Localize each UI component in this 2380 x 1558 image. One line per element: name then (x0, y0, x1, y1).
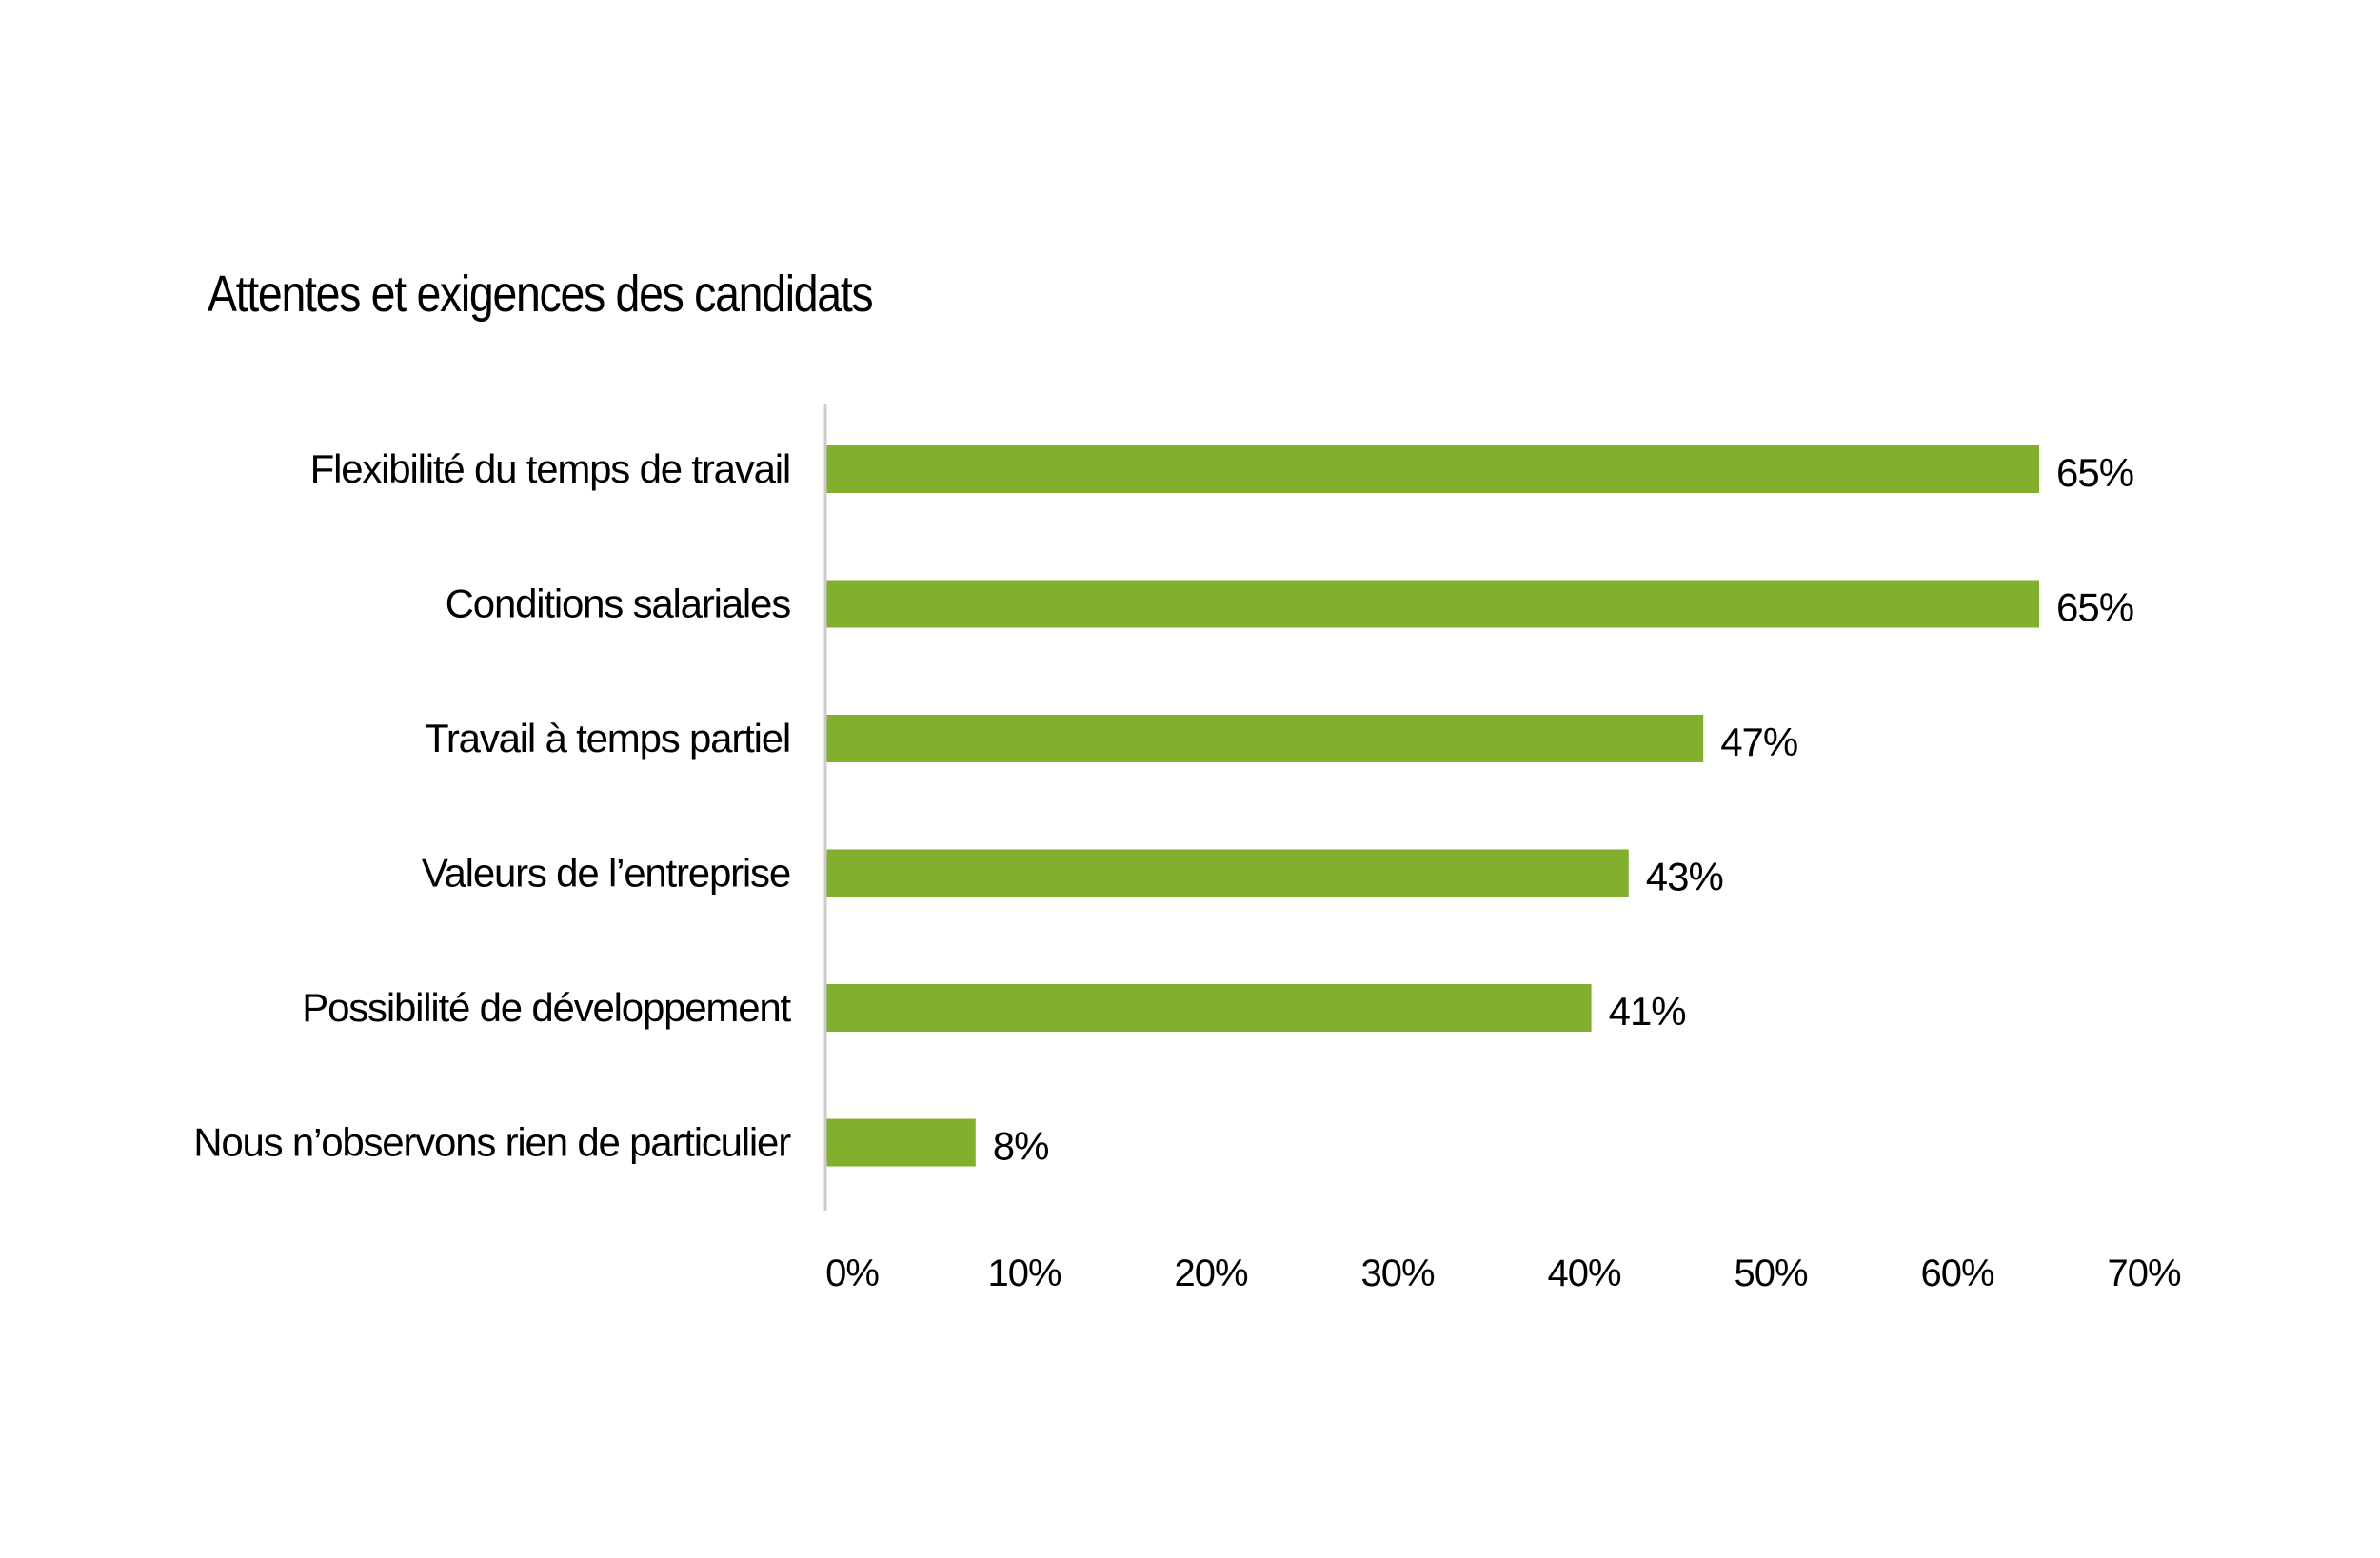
category-label: Conditions salariales (446, 582, 791, 626)
bar (826, 580, 2039, 628)
value-label: 8% (993, 1124, 1049, 1169)
category-label: Valeurs de l’entreprise (422, 851, 790, 896)
category-label: Flexibilité du temps de travail (310, 446, 790, 491)
x-tick-label: 70% (2107, 1252, 2180, 1294)
value-label: 47% (1720, 720, 1797, 764)
chart-title: Attentes et exigences des candidats (208, 266, 874, 323)
bar (826, 1118, 976, 1167)
bar (826, 715, 1704, 762)
x-tick-label: 60% (1920, 1252, 1993, 1294)
value-label: 65% (2056, 450, 2133, 495)
bar (826, 445, 2039, 493)
bar (826, 849, 1629, 897)
value-label: 65% (2056, 585, 2133, 630)
x-tick-label: 50% (1734, 1252, 1807, 1294)
value-label: 41% (1609, 989, 1686, 1034)
x-tick-label: 40% (1547, 1252, 1620, 1294)
value-labels: 65% 65% 47% 43% 41% 8% (993, 450, 2134, 1169)
category-labels: Flexibilité du temps de travail Condition… (193, 446, 793, 1165)
category-label: Nous n’observons rien de particulier (193, 1120, 791, 1165)
category-label: Possibilité de développement (302, 985, 791, 1030)
x-tick-label: 20% (1174, 1252, 1247, 1294)
category-label: Travail à temps partiel (425, 716, 790, 760)
bar (826, 984, 1592, 1032)
x-tick-label: 30% (1360, 1252, 1434, 1294)
x-tick-labels: 0% 10% 20% 30% 40% 50% 60% 70% (825, 1252, 2182, 1294)
value-label: 43% (1646, 855, 1723, 899)
x-tick-label: 10% (987, 1252, 1061, 1294)
x-tick-label: 0% (825, 1252, 879, 1294)
bars-layer (826, 445, 2039, 1167)
